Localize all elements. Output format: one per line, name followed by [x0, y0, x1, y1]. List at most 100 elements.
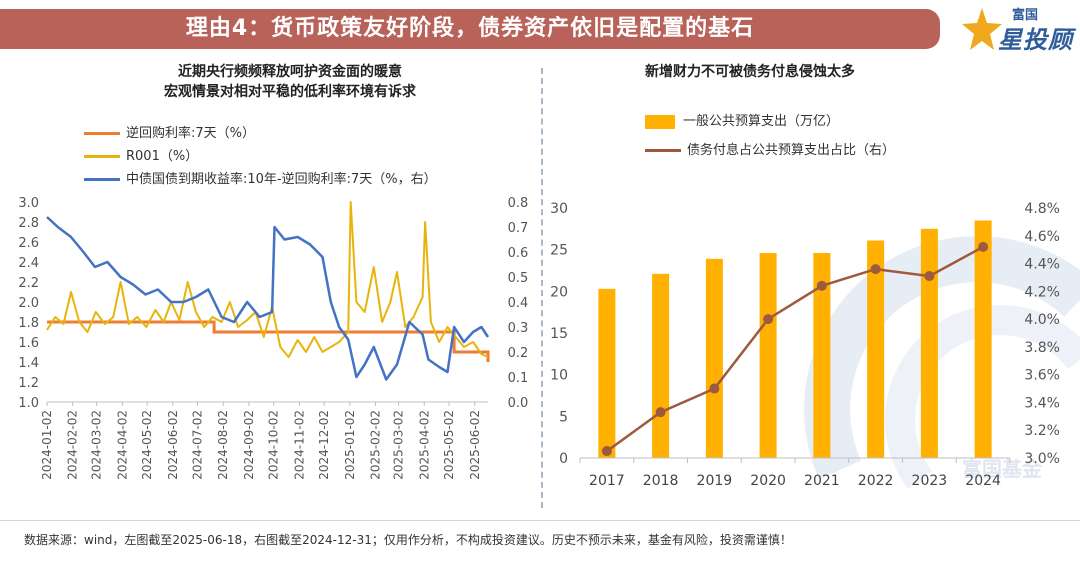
- right-y-tick-label: 5: [559, 409, 568, 425]
- left-y2-tick-label: 0.7: [508, 221, 529, 236]
- logo-small-text: 富国: [1012, 8, 1039, 23]
- left-y2-tick-label: 0.2: [508, 346, 529, 361]
- right-x-tick-label: 2022: [858, 473, 894, 489]
- right-y2-tick-label: 3.4%: [1024, 395, 1060, 411]
- left-y-tick-label: 2.2: [18, 276, 39, 291]
- right-y2-tick-label: 4.4%: [1024, 257, 1060, 273]
- logo-star-icon: [962, 8, 1002, 50]
- left-chart-title-line-1: 近期央行频频释放呵护资金面的暖意: [178, 64, 402, 80]
- left-x-tick-label: 2024-12-02: [317, 410, 331, 480]
- left-y-tick-label: 1.0: [18, 396, 39, 411]
- left-y-tick-label: 1.6: [18, 336, 39, 351]
- left-y-tick-label: 1.2: [18, 376, 39, 391]
- footer-divider: [0, 520, 1080, 521]
- right-y-tick-label: 20: [550, 284, 568, 300]
- interest-share-point: [601, 446, 612, 457]
- right-x-tick-label: 2024: [965, 473, 1001, 489]
- right-y-tick-label: 15: [550, 326, 568, 342]
- legend-label-interest-share: 债务付息占公共预算支出占比（右）: [687, 143, 896, 158]
- left-x-tick-label: 2024-04-02: [115, 410, 129, 480]
- right-y2-tick-label: 4.0%: [1024, 312, 1060, 328]
- left-y2-tick-label: 0.0: [508, 396, 529, 411]
- legend-label-r001: R001（%）: [126, 149, 199, 164]
- right-x-tick-label: 2018: [643, 473, 679, 489]
- left-y2-tick-label: 0.3: [508, 321, 529, 336]
- right-chart-title: 新增财力不可被债务付息侵蚀太多: [645, 64, 855, 80]
- legend-label-repo: 逆回购利率:7天（%）: [126, 126, 256, 141]
- right-y-tick-label: 10: [550, 368, 568, 384]
- left-x-tick-label: 2024-07-02: [191, 410, 205, 480]
- legend-item-expenditure: 一般公共预算支出（万亿）: [645, 112, 839, 132]
- expenditure-bar: [705, 258, 723, 458]
- left-x-tick-label: 2024-08-02: [216, 410, 230, 480]
- left-y-tick-label: 2.0: [18, 296, 39, 311]
- left-x-tick-label: 2024-09-02: [242, 410, 256, 480]
- right-y2-tick-label: 3.8%: [1024, 340, 1060, 356]
- left-x-tick-label: 2025-03-02: [392, 410, 406, 480]
- left-x-tick-label: 2024-10-02: [267, 410, 281, 480]
- expenditure-bar: [813, 253, 831, 458]
- expenditure-bar: [920, 228, 938, 458]
- interest-share-point: [709, 383, 720, 394]
- right-y-tick-label: 30: [550, 201, 568, 217]
- yield-spread-line: [46, 216, 490, 381]
- left-y2-tick-label: 0.1: [508, 371, 529, 386]
- left-x-tick-label: 2025-05-02: [442, 410, 456, 480]
- right-y-tick-label: 25: [550, 243, 568, 259]
- interest-share-point: [924, 271, 935, 282]
- footer-note: 数据来源：wind，左图截至2025-06-18，右图截至2024-12-31；…: [24, 533, 792, 547]
- panel-divider: [541, 68, 543, 508]
- legend-swatch-r001: [84, 155, 120, 158]
- left-x-tick-label: 2025-06-02: [468, 410, 482, 480]
- watermark-text: 富国基金: [962, 457, 1043, 481]
- legend-item-repo: 逆回购利率:7天（%）: [84, 124, 255, 144]
- right-y2-tick-label: 3.2%: [1024, 423, 1060, 439]
- expenditure-bar: [652, 273, 670, 458]
- left-chart-title-line-2: 宏观情景对相对平稳的低利率环境有诉求: [164, 84, 416, 100]
- header-banner: 理由4：货币政策友好阶段，债券资产依旧是配置的基石: [0, 9, 940, 49]
- expenditure-bar: [759, 253, 777, 458]
- left-y-tick-label: 1.8: [18, 316, 39, 331]
- legend-label-expenditure: 一般公共预算支出（万亿）: [683, 114, 840, 129]
- interest-share-point: [816, 280, 827, 291]
- right-y2-tick-label: 4.2%: [1024, 284, 1060, 300]
- right-x-tick-label: 2019: [697, 473, 733, 489]
- legend-item-interest-share: 债务付息占公共预算支出占比（右）: [645, 141, 895, 161]
- left-y-tick-label: 2.4: [18, 256, 39, 271]
- right-y2-tick-label: 3.0%: [1024, 451, 1060, 467]
- right-x-tick-label: 2023: [912, 473, 948, 489]
- left-x-tick-label: 2025-02-02: [368, 410, 382, 480]
- right-x-tick-label: 2021: [804, 473, 840, 489]
- right-x-tick-label: 2017: [589, 473, 625, 489]
- right-y2-tick-label: 4.8%: [1024, 201, 1060, 217]
- left-x-tick-label: 2025-04-02: [417, 410, 431, 480]
- page-title: 理由4：货币政策友好阶段，债券资产依旧是配置的基石: [185, 16, 755, 41]
- left-x-tick-label: 2024-03-02: [90, 410, 104, 480]
- legend-swatch-spread: [84, 178, 120, 181]
- repo-rate-line: [47, 320, 490, 362]
- legend-swatch-repo: [84, 132, 120, 135]
- left-x-tick-label: 2025-01-02: [343, 410, 357, 480]
- legend-item-r001: R001（%）: [84, 147, 198, 167]
- left-y-tick-label: 3.0: [18, 196, 39, 211]
- right-y-tick-label: 0: [559, 451, 568, 467]
- left-y2-tick-label: 0.6: [508, 246, 529, 261]
- right-y2-tick-label: 4.6%: [1024, 229, 1060, 245]
- legend-swatch-interest-share: [645, 149, 681, 152]
- right-x-tick-label: 2020: [750, 473, 786, 489]
- interest-share-line: [606, 245, 984, 453]
- left-y-tick-label: 2.6: [18, 236, 39, 251]
- legend-item-spread: 中债国债到期收益率:10年-逆回购利率:7天（%，右）: [84, 170, 437, 190]
- left-x-tick-label: 2024-05-02: [140, 410, 154, 480]
- expenditure-bar: [867, 240, 885, 458]
- left-y-tick-label: 2.8: [18, 216, 39, 231]
- legend-label-spread: 中债国债到期收益率:10年-逆回购利率:7天（%，右）: [126, 172, 437, 187]
- logo-main-text: 星投顾: [998, 26, 1073, 54]
- left-x-tick-label: 2024-02-02: [66, 410, 80, 480]
- right-y2-tick-label: 3.6%: [1024, 368, 1060, 384]
- interest-share-point: [655, 407, 666, 418]
- expenditure-bar: [598, 288, 616, 458]
- legend-swatch-expenditure: [645, 114, 675, 129]
- left-x-tick-label: 2024-06-02: [166, 410, 180, 480]
